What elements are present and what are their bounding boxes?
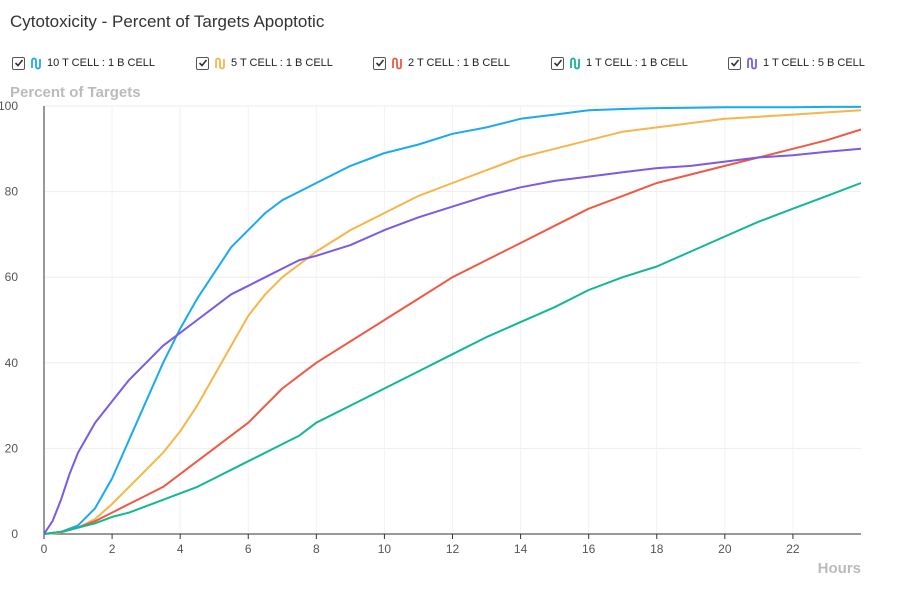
series-swatch-icon	[746, 57, 757, 70]
series-line-0[interactable]	[43, 105, 861, 535]
series-line-4[interactable]	[43, 147, 862, 535]
legend-item-1t-1b[interactable]: 1 T CELL : 1 B CELL	[551, 54, 688, 72]
legend-item-5t-1b[interactable]: 5 T CELL : 1 B CELL	[196, 54, 333, 72]
y-tick-label: 0	[11, 527, 18, 541]
series-swatch-icon	[30, 57, 41, 70]
x-tick-label: 4	[177, 542, 184, 556]
chart-title: Cytotoxicity - Percent of Targets Apopto…	[10, 12, 325, 31]
y-tick-label: 40	[5, 356, 19, 370]
checkbox-icon[interactable]	[196, 56, 209, 70]
legend: 10 T CELL : 1 B CELL 5 T CELL : 1 B CELL…	[0, 54, 900, 74]
x-tick-label: 12	[446, 542, 460, 556]
legend-label: 10 T CELL : 1 B CELL	[47, 57, 156, 69]
x-tick-label: 0	[41, 542, 48, 556]
gridlines	[44, 105, 861, 534]
x-tick-label: 20	[718, 542, 732, 556]
x-tick-label: 14	[514, 542, 528, 556]
series-line-2[interactable]	[43, 128, 862, 535]
checkbox-icon[interactable]	[551, 56, 564, 70]
y-tick-label: 80	[5, 185, 19, 199]
x-tick-label: 16	[582, 542, 596, 556]
x-axis-title: Hours	[818, 560, 861, 577]
x-tick-label: 10	[378, 542, 392, 556]
y-axis-title: Percent of Targets	[10, 84, 141, 101]
checkbox-icon[interactable]	[728, 56, 741, 70]
legend-label: 1 T CELL : 5 B CELL	[763, 57, 865, 69]
x-tick-label: 18	[650, 542, 664, 556]
series-lines	[43, 105, 862, 535]
y-tick-label: 20	[5, 441, 19, 455]
y-tick-label: 60	[5, 270, 19, 284]
legend-item-2t-1b[interactable]: 2 T CELL : 1 B CELL	[373, 54, 510, 72]
series-swatch-icon	[569, 57, 580, 70]
axes: 0 20 40 60 80 100 0 2 4 6 8 10 12 14 16 18 20 22	[0, 99, 861, 556]
series-swatch-icon	[214, 57, 225, 70]
x-tick-label: 6	[245, 542, 252, 556]
legend-label: 1 T CELL : 1 B CELL	[586, 57, 688, 69]
x-tick-label: 2	[109, 542, 116, 556]
series-line-3[interactable]	[43, 182, 862, 535]
x-tick-label: 22	[786, 542, 800, 556]
legend-label: 5 T CELL : 1 B CELL	[231, 57, 333, 69]
legend-item-1t-5b[interactable]: 1 T CELL : 5 B CELL	[728, 54, 865, 72]
legend-label: 2 T CELL : 1 B CELL	[408, 57, 510, 69]
checkbox-icon[interactable]	[373, 56, 386, 70]
y-tick-label: 100	[0, 99, 18, 113]
series-line-1[interactable]	[43, 109, 862, 535]
checkbox-icon[interactable]	[12, 56, 25, 70]
legend-item-10t-1b[interactable]: 10 T CELL : 1 B CELL	[12, 54, 155, 72]
x-tick-label: 8	[313, 542, 320, 556]
series-swatch-icon	[391, 57, 402, 70]
